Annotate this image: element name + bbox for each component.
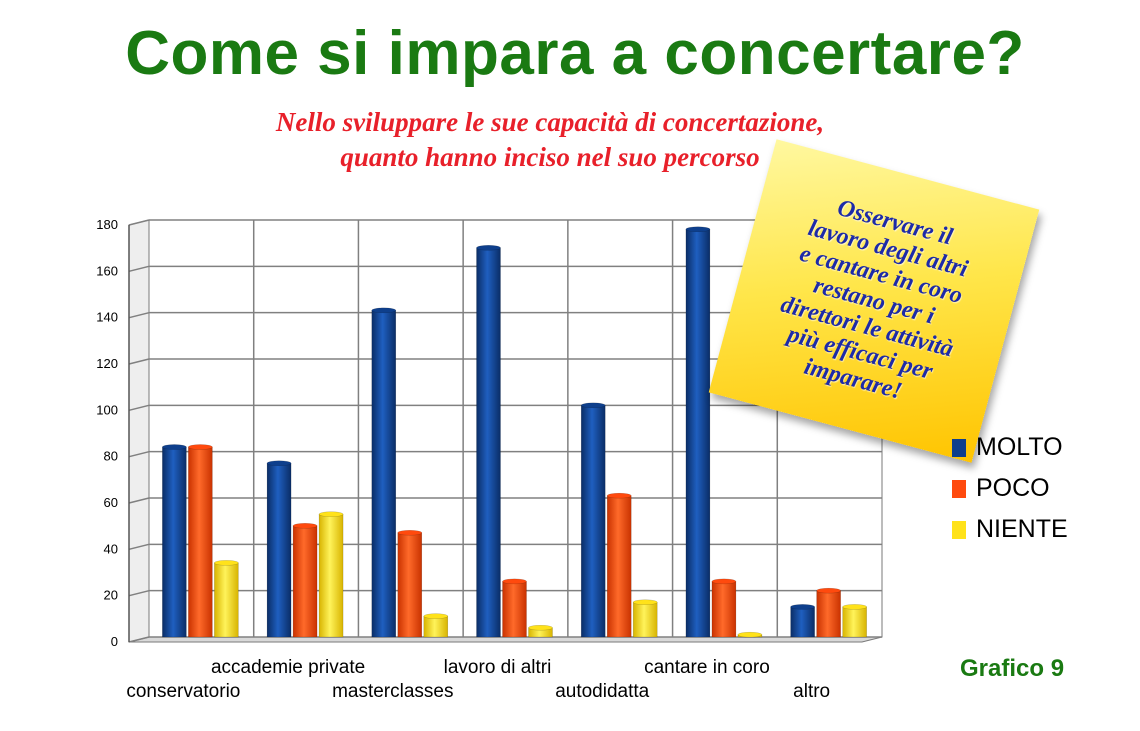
bar-niente-top	[632, 599, 658, 605]
bar-molto-top	[162, 444, 187, 450]
legend-item-poco: POCO	[952, 468, 1068, 509]
bar-molto-top	[685, 226, 711, 233]
bar-niente-top	[214, 560, 239, 566]
legend-swatch-niente	[952, 520, 966, 539]
gridline-side	[128, 589, 150, 597]
bar-molto	[580, 405, 606, 638]
bar-molto	[476, 247, 501, 638]
x-category-label: conservatorio	[126, 681, 240, 702]
bar-molto-top	[371, 307, 397, 314]
figure-label: Grafico 9	[960, 655, 1065, 682]
y-tick-label: 120	[96, 356, 118, 371]
bar-poco-top	[816, 587, 841, 594]
chart-legend: MOLTO POCO NIENTE	[952, 427, 1068, 550]
gridline-side	[128, 265, 150, 273]
gridline-side	[128, 219, 150, 226]
bar-poco	[292, 525, 318, 638]
y-tick-label: 180	[96, 217, 118, 232]
x-category-label: accademie private	[211, 657, 365, 678]
bar-poco	[711, 581, 737, 638]
bar-poco-top	[502, 578, 527, 585]
bar-poco-top	[292, 523, 318, 529]
x-category-label: autodidatta	[555, 681, 649, 702]
bar-niente-top	[423, 613, 449, 619]
subtitle-line-2: quanto hanno inciso nel suo percorso	[340, 142, 760, 172]
legend-label-molto: MOLTO	[976, 433, 1063, 461]
x-category-label: altro	[793, 681, 830, 702]
x-category-label: cantare in coro	[644, 657, 770, 678]
gridline-side	[128, 358, 150, 365]
bar-niente	[423, 615, 449, 638]
x-category-label: lavoro di altri	[444, 657, 552, 678]
y-tick-label: 100	[96, 402, 118, 417]
gridline-side	[128, 497, 150, 504]
bar-poco-top	[397, 530, 423, 536]
bar-niente-top	[737, 631, 763, 638]
gridline-side	[128, 311, 150, 319]
y-tick-label: 20	[104, 588, 118, 603]
y-tick-label: 80	[104, 449, 118, 464]
subtitle-line-1: Nello sviluppare le sue capacità di conc…	[275, 107, 825, 137]
chart-side-wall	[128, 219, 150, 643]
gridline-side	[128, 404, 150, 412]
gridline-side	[128, 543, 150, 551]
bar-molto-top	[476, 245, 501, 251]
bar-poco	[606, 495, 632, 638]
bar-molto-top	[580, 402, 606, 409]
legend-item-molto: MOLTO	[952, 427, 1068, 468]
bar-poco-top	[606, 492, 632, 499]
chart-subtitle: Nello sviluppare le sue capacità di conc…	[160, 105, 940, 175]
bar-poco	[816, 590, 841, 638]
bar-molto	[162, 446, 187, 638]
y-tick-label: 140	[96, 310, 118, 325]
y-tick-label: 0	[111, 634, 118, 649]
bar-niente-top	[318, 511, 344, 517]
bar-niente	[318, 513, 344, 638]
bar-poco	[502, 581, 527, 638]
legend-label-poco: POCO	[976, 474, 1050, 502]
bar-niente-top	[528, 624, 553, 631]
bar-poco	[188, 446, 213, 638]
bar-niente	[842, 606, 867, 638]
bar-niente	[214, 562, 239, 638]
bar-molto-top	[266, 460, 292, 466]
legend-item-niente: NIENTE	[952, 509, 1068, 550]
bar-molto-top	[790, 604, 815, 610]
bar-molto	[685, 229, 711, 638]
chart-title: Come si impara a concertare?	[125, 19, 1025, 88]
bar-niente-top	[842, 604, 867, 610]
y-tick-label: 60	[104, 495, 118, 510]
bar-poco-top	[711, 578, 737, 585]
gridline-side	[128, 450, 150, 458]
legend-label-niente: NIENTE	[976, 515, 1068, 543]
legend-swatch-poco	[952, 479, 966, 498]
gridline-side	[128, 636, 150, 643]
bar-molto	[790, 606, 815, 638]
callout-text: Osservare il lavoro degli altri e cantar…	[738, 180, 1009, 422]
bar-molto	[266, 463, 292, 638]
bar-molto	[371, 310, 397, 638]
y-tick-label: 160	[96, 263, 118, 278]
legend-swatch-molto	[952, 438, 966, 457]
y-tick-label: 40	[104, 541, 118, 556]
x-category-label: masterclasses	[332, 681, 453, 702]
bar-niente	[632, 602, 658, 638]
bar-poco	[397, 532, 423, 638]
bar-poco-top	[188, 444, 213, 450]
